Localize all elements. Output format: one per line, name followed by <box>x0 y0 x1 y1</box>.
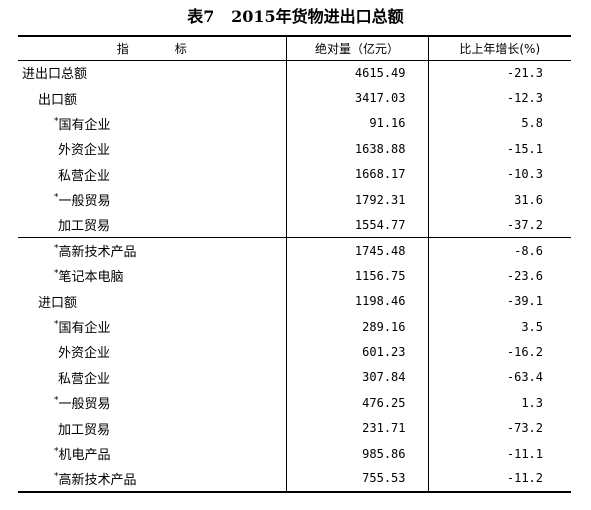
table-row: 私营企业 1668.17 -10.3 <box>18 161 571 187</box>
row-label: 加工贸易 <box>18 212 287 238</box>
row-label: 加工贸易 <box>18 415 287 441</box>
table-row: 外资企业 601.23 -16.2 <box>18 339 571 365</box>
row-value: 4615.49 <box>286 60 429 86</box>
table-row: *高新技术产品 755.53 -11.2 <box>18 466 571 493</box>
table-row: *笔记本电脑 1156.75 -23.6 <box>18 263 571 289</box>
row-growth: -12.3 <box>506 91 543 106</box>
row-label: 外资企业 <box>18 339 287 365</box>
row-growth: -73.2 <box>506 421 543 436</box>
row-value: 91.16 <box>286 110 429 137</box>
row-label: *国有企业 <box>18 110 287 137</box>
header-growth: 比上年增长(%) <box>428 35 571 61</box>
row-value: 476.25 <box>286 390 429 416</box>
row-growth: -23.6 <box>506 268 543 283</box>
row-value: 1198.46 <box>286 288 429 314</box>
table-row: *一般贸易 1792.31 31.6 <box>18 186 571 213</box>
row-value: 1745.48 <box>286 237 429 264</box>
row-label: 私营企业 <box>18 161 287 187</box>
row-value: 307.84 <box>286 364 429 391</box>
row-growth: -16.2 <box>506 344 543 359</box>
row-value: 1792.31 <box>286 186 429 213</box>
trade-table: 指标 绝对量（亿元） 比上年增长(%) 进出口总额 4615.49 -21.3 … <box>18 35 571 493</box>
row-growth: -63.4 <box>506 370 543 385</box>
row-label: *一般贸易 <box>18 186 287 213</box>
row-value: 985.86 <box>286 440 429 467</box>
row-label: 私营企业 <box>18 364 287 391</box>
table-row: *国有企业 289.16 3.5 <box>18 313 571 340</box>
table-row: 加工贸易 231.71 -73.2 <box>18 415 571 441</box>
table-header-row: 指标 绝对量（亿元） 比上年增长(%) <box>18 35 571 61</box>
row-growth: 5.8 <box>521 116 543 131</box>
table-row: 进出口总额 4615.49 -21.3 <box>18 60 571 86</box>
row-growth: -15.1 <box>506 141 543 156</box>
table-row: *高新技术产品 1745.48 -8.6 <box>18 237 571 264</box>
table-row: 外资企业 1638.88 -15.1 <box>18 136 571 162</box>
row-value: 1668.17 <box>286 161 429 187</box>
row-label: 外资企业 <box>18 136 287 162</box>
row-growth: 31.6 <box>514 192 543 207</box>
row-value: 601.23 <box>286 339 429 365</box>
row-label: 出口额 <box>18 85 287 111</box>
table-row: 进口额 1198.46 -39.1 <box>18 288 571 314</box>
header-absolute-value: 绝对量（亿元） <box>286 35 429 61</box>
row-label: *笔记本电脑 <box>18 263 287 289</box>
row-value: 1638.88 <box>286 136 429 162</box>
header-indicator: 指标 <box>18 35 287 61</box>
row-label: 进口额 <box>18 288 287 314</box>
row-growth: -10.3 <box>506 167 543 182</box>
table-row: *国有企业 91.16 5.8 <box>18 110 571 137</box>
row-label: 进出口总额 <box>18 60 287 86</box>
header-indicator-a: 指 <box>116 41 129 56</box>
table-row: 加工贸易 1554.77 -37.2 <box>18 212 571 238</box>
row-growth: 1.3 <box>521 395 543 410</box>
data-table-container: 指标 绝对量（亿元） 比上年增长(%) 进出口总额 4615.49 -21.3 … <box>18 35 571 493</box>
row-growth: -39.1 <box>506 294 543 309</box>
row-growth: 3.5 <box>521 319 543 334</box>
table-row: *一般贸易 476.25 1.3 <box>18 390 571 416</box>
row-value: 3417.03 <box>286 85 429 111</box>
row-value: 1554.77 <box>286 212 429 238</box>
row-growth: -21.3 <box>506 65 543 80</box>
table-title: 表7 2015年货物进出口总额 <box>187 7 404 26</box>
row-label: *机电产品 <box>18 440 287 467</box>
table-row: 出口额 3417.03 -12.3 <box>18 85 571 111</box>
row-label: *高新技术产品 <box>18 466 287 493</box>
row-value: 231.71 <box>286 415 429 441</box>
row-value: 755.53 <box>286 466 429 493</box>
row-label: *国有企业 <box>18 313 287 340</box>
table-row: 私营企业 307.84 -63.4 <box>18 364 571 391</box>
row-value: 1156.75 <box>286 263 429 289</box>
row-label: *高新技术产品 <box>18 237 287 264</box>
row-growth: -8.6 <box>428 237 571 264</box>
table-row: *机电产品 985.86 -11.1 <box>18 440 571 467</box>
row-label: *一般贸易 <box>18 390 287 416</box>
row-growth: -11.2 <box>428 466 571 493</box>
row-value: 289.16 <box>286 313 429 340</box>
header-indicator-b: 标 <box>174 41 187 56</box>
row-growth: -11.1 <box>506 446 543 461</box>
row-growth: -37.2 <box>506 217 543 232</box>
